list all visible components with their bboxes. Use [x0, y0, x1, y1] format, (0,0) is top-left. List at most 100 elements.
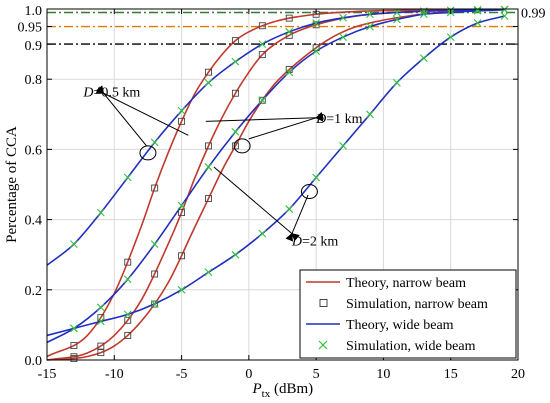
marker-stroke [231, 127, 240, 136]
x-tick-label: -15 [38, 367, 57, 382]
marker-stroke [150, 240, 159, 249]
simulation-marker-x [339, 33, 347, 41]
right-reference-label: 0.99 [521, 7, 546, 22]
marker-stroke [231, 250, 240, 259]
marker-stroke [258, 96, 267, 105]
marker-stroke [366, 10, 374, 19]
marker-stroke [473, 19, 482, 27]
marker-stroke [366, 22, 374, 31]
simulation-marker-x [231, 127, 240, 136]
legend-item: Theory, narrow beam [306, 276, 466, 291]
simulation-marker-x [258, 40, 267, 48]
marker-stroke [500, 5, 509, 14]
series-line-narrow-05km [46, 8, 505, 358]
marker-stroke [500, 12, 509, 20]
annotation-ellipse [300, 184, 318, 200]
marker-stroke [473, 5, 482, 14]
marker-stroke [312, 173, 321, 182]
legend-item: Theory, wide beam [306, 318, 454, 333]
simulation-marker-x [231, 57, 240, 66]
simulation-marker-x [419, 10, 428, 19]
x-axis-title-main: P [252, 381, 262, 397]
y-tick-label: 0.6 [25, 143, 43, 158]
marker-stroke [473, 6, 482, 15]
legend-square-swatch [319, 299, 328, 307]
simulation-marker-square [178, 117, 186, 125]
marker-stroke [258, 229, 267, 238]
annotation-arrow [95, 86, 189, 136]
simulation-marker-x [392, 15, 401, 24]
marker-stroke [150, 138, 159, 147]
simulation-marker-x [339, 13, 347, 22]
annotation-ellipse [139, 145, 157, 161]
x-tick-label: 10 [376, 367, 390, 382]
simulation-marker-x [70, 324, 78, 333]
x-tick-label: 20 [511, 367, 525, 382]
annotation-arrow [205, 113, 324, 122]
simulation-marker-x [285, 205, 294, 213]
marker-stroke [419, 10, 428, 19]
marker-stroke [123, 275, 132, 284]
plot-frame [46, 8, 519, 361]
legend-item: Simulation, narrow beam [319, 297, 488, 312]
annotation-label: D=2 km [291, 235, 339, 250]
simulation-marker-x [123, 275, 132, 284]
marker-stroke [392, 8, 401, 17]
legend-label: Theory, narrow beam [346, 276, 466, 291]
simulation-marker-square [258, 96, 266, 104]
simulation-marker-x [150, 240, 159, 249]
x-tick-label: 0 [245, 367, 252, 382]
x-tick-label: -10 [105, 367, 124, 382]
annotation-label-value: =2 km [302, 235, 338, 250]
annotation-label-symbol: D [82, 85, 93, 100]
simulation-marker-x [473, 19, 482, 27]
simulation-marker-square [285, 14, 293, 22]
simulation-marker-square [178, 209, 186, 217]
simulation-marker-x [123, 310, 132, 319]
legend-item: Simulation, wide beam [318, 339, 476, 354]
simulation-marker-x [204, 78, 213, 87]
simulation-marker-x [285, 68, 294, 77]
annotations: D=0.5 kmD =1 km D=2 km [82, 85, 363, 250]
simulation-marker-x [312, 19, 321, 27]
simulation-marker-x [419, 54, 428, 63]
marker-stroke [231, 57, 240, 66]
marker-stroke [70, 240, 78, 249]
annotation-arrow [213, 166, 300, 242]
simulation-marker-square [124, 316, 132, 324]
simulation-marker-square [124, 258, 132, 266]
annotation-label-value: =1 km [326, 112, 362, 127]
simulation-marker-x [96, 317, 105, 326]
y-tick-label: 0.4 [25, 214, 43, 229]
simulation-marker-x [473, 6, 482, 15]
simulation-marker-x [366, 10, 374, 19]
marker-stroke [123, 310, 132, 319]
y-tick-label: 0.8 [25, 73, 43, 88]
marker-stroke [177, 106, 186, 115]
simulation-marker-x [177, 285, 186, 294]
simulation-marker-x [70, 240, 78, 249]
simulation-marker-x [258, 229, 267, 238]
simulation-marker-square [205, 195, 212, 202]
marker-stroke [366, 110, 374, 119]
simulation-marker-square [178, 252, 186, 260]
simulation-marker-x [123, 173, 132, 182]
simulation-marker-x [446, 33, 455, 41]
simulation-marker-square [151, 300, 159, 308]
simulation-marker-square [97, 342, 105, 350]
simulation-marker-square [205, 142, 212, 150]
simulation-marker-x [204, 163, 213, 171]
x-tick-label: 5 [313, 367, 320, 382]
annotation-label: D=0.5 km [82, 85, 140, 100]
marker-stroke [312, 19, 321, 27]
simulation-marker-x [392, 8, 401, 17]
simulation-marker-x [339, 142, 347, 150]
annotation-arrow [95, 85, 147, 147]
y-tick-label: 0.95 [18, 21, 43, 36]
simulation-marker-square [151, 270, 159, 278]
marker-stroke [339, 142, 347, 150]
marker-stroke [70, 324, 78, 333]
x-tick-label: -5 [176, 367, 188, 382]
x-tick-label: 15 [444, 367, 458, 382]
